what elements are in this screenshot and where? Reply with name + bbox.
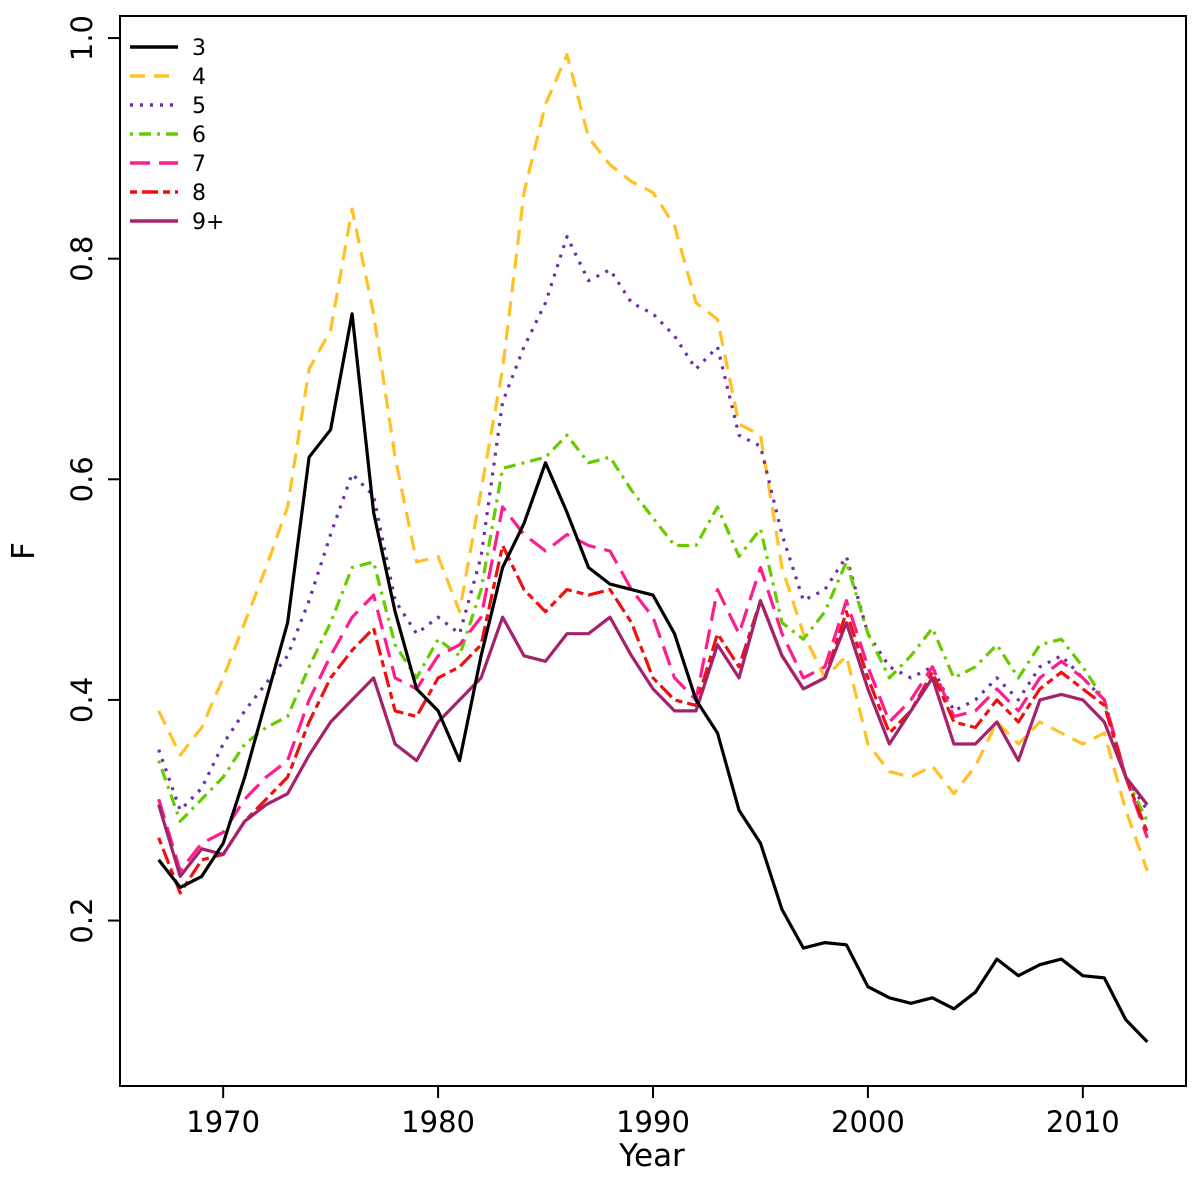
legend-label-age-6: 6 — [192, 123, 206, 148]
x-axis-title: Year — [618, 1138, 685, 1174]
y-axis-title: F — [6, 542, 42, 560]
legend-label-age-3: 3 — [192, 36, 206, 61]
series-line-age-3 — [157, 312, 1149, 1044]
y-tick-label: 1.0 — [65, 15, 99, 61]
y-tick-label: 0.8 — [65, 236, 99, 282]
legend-label-age-4: 4 — [192, 65, 206, 90]
series-line-age-5 — [157, 235, 1149, 812]
y-tick-label: 0.4 — [65, 677, 99, 723]
plot-box — [119, 15, 1187, 1087]
legend-label-age-8: 8 — [192, 181, 206, 206]
x-tick-label: 2000 — [831, 1105, 905, 1139]
x-tick-label: 1980 — [401, 1105, 475, 1139]
series-line-age-8 — [157, 543, 1149, 895]
x-tick-label: 2010 — [1046, 1105, 1120, 1139]
series-line-age-6 — [157, 433, 1149, 823]
legend-label-age-9plus: 9+ — [192, 210, 224, 235]
series-line-age-7 — [157, 505, 1149, 873]
legend-label-age-5: 5 — [192, 94, 206, 119]
y-tick-label: 0.6 — [65, 456, 99, 502]
x-tick-label: 1990 — [616, 1105, 690, 1139]
series-line-age-4 — [157, 52, 1149, 872]
plot-layer: 1970 1980 1990 2000 2010 0.2 0.4 0.6 0.8 1.0 3 4 5 6 7… — [65, 15, 1187, 1139]
series-line-age-9plus — [157, 598, 1149, 879]
legend-label-age-7: 7 — [192, 152, 206, 177]
y-tick-label: 0.2 — [65, 897, 99, 943]
x-tick-label: 1970 — [186, 1105, 260, 1139]
